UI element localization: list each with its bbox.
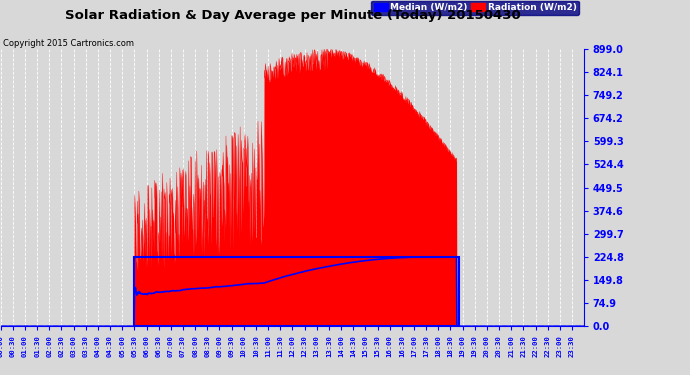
Legend: Median (W/m2), Radiation (W/m2): Median (W/m2), Radiation (W/m2) <box>371 0 579 15</box>
Bar <box>135 257 459 326</box>
Text: Solar Radiation & Day Average per Minute (Today) 20150430: Solar Radiation & Day Average per Minute… <box>66 9 521 22</box>
Text: Copyright 2015 Cartronics.com: Copyright 2015 Cartronics.com <box>3 39 135 48</box>
